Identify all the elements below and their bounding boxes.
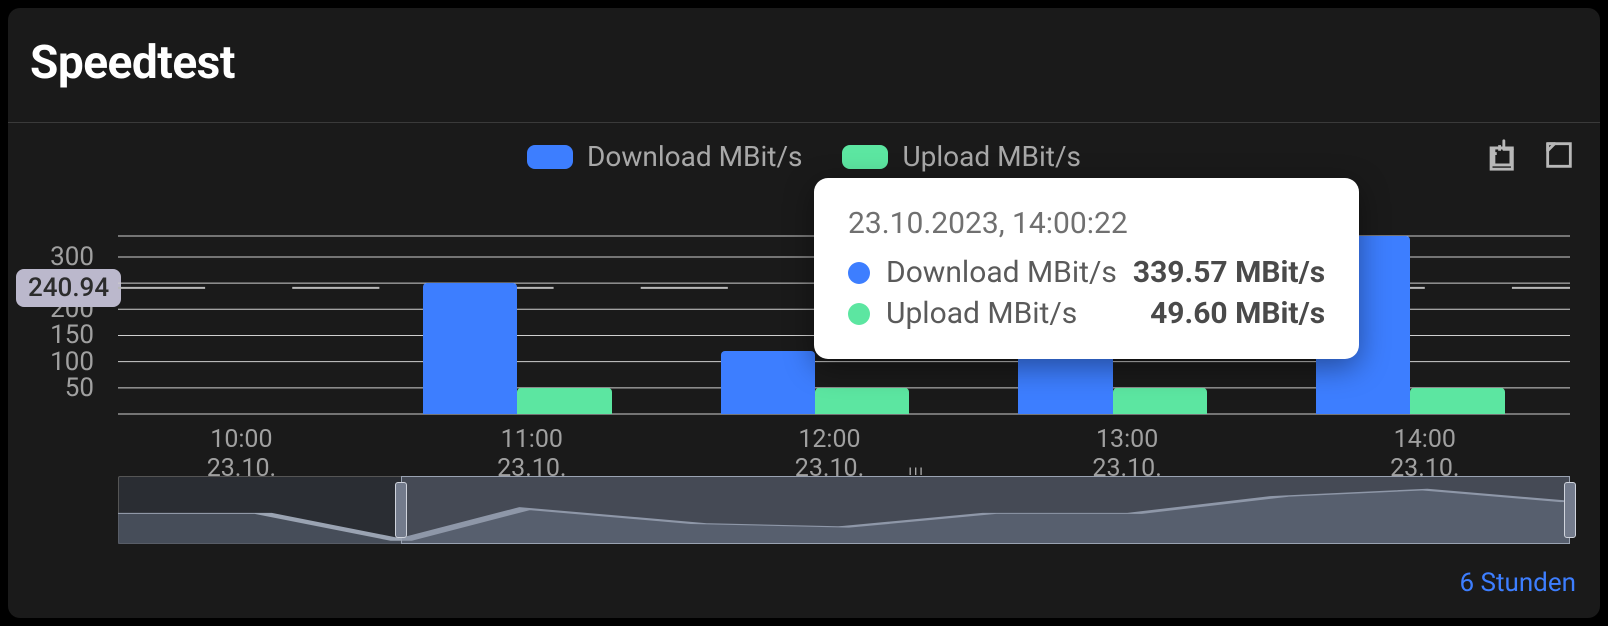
time-scrubber[interactable]: ııı <box>118 476 1570 544</box>
tooltip-timestamp: 23.10.2023, 14:00:22 <box>848 206 1325 241</box>
tooltip-value: 49.60 MBit/s <box>1150 296 1325 331</box>
tooltip-label: Upload MBit/s <box>886 296 1134 331</box>
legend-download-swatch <box>527 145 573 169</box>
x-tick-label: 11:0023.10. <box>497 426 566 484</box>
y-axis: 50100150200250300 <box>8 236 108 414</box>
marker-badge: 240.94 <box>16 269 121 307</box>
divider <box>8 122 1600 123</box>
zoom-select-icon[interactable] <box>1484 138 1518 172</box>
panel-title: Speedtest <box>30 36 235 90</box>
zoom-reset-icon[interactable] <box>1542 138 1576 172</box>
tooltip-dot <box>848 303 870 325</box>
legend-upload[interactable]: Upload MBit/s <box>842 140 1081 173</box>
legend-upload-swatch <box>842 145 888 169</box>
upload-bar[interactable] <box>1113 388 1207 414</box>
tooltip-row: Upload MBit/s 49.60 MBit/s <box>848 296 1325 331</box>
y-tick-label: 50 <box>65 373 94 403</box>
tooltip-dot <box>848 262 870 284</box>
scrubber-handle-right[interactable] <box>1564 482 1576 538</box>
scrubber-grip-icon[interactable]: ııı <box>909 463 925 479</box>
download-bar[interactable] <box>721 351 815 414</box>
x-tick-label: 14:0023.10. <box>1390 426 1459 484</box>
tooltip-value: 339.57 MBit/s <box>1133 255 1325 290</box>
x-tick-label: 10:0023.10. <box>207 426 276 484</box>
legend-download[interactable]: Download MBit/s <box>527 140 802 173</box>
speedtest-panel: Speedtest Download MBit/s Upload MBit/s … <box>8 8 1600 618</box>
scrubber-selection[interactable]: ııı <box>401 476 1570 544</box>
x-tick-label: 12:0023.10. <box>795 426 864 484</box>
x-tick-label: 13:0023.10. <box>1092 426 1161 484</box>
y-tick-label: 100 <box>50 347 94 377</box>
legend-upload-label: Upload MBit/s <box>902 140 1081 173</box>
upload-bar[interactable] <box>1410 388 1504 414</box>
upload-bar[interactable] <box>815 388 909 414</box>
chart-tooltip: 23.10.2023, 14:00:22 Download MBit/s 339… <box>814 178 1359 359</box>
upload-bar[interactable] <box>517 388 611 414</box>
y-tick-label: 150 <box>50 320 94 350</box>
chart-toolbar <box>1484 138 1576 172</box>
tooltip-row: Download MBit/s 339.57 MBit/s <box>848 255 1325 290</box>
x-axis: 10:0023.10.11:0023.10.12:0023.10.13:0023… <box>118 426 1570 476</box>
chart-legend: Download MBit/s Upload MBit/s <box>8 140 1600 173</box>
tooltip-label: Download MBit/s <box>886 255 1117 290</box>
download-bar[interactable] <box>423 283 517 414</box>
legend-download-label: Download MBit/s <box>587 140 802 173</box>
y-tick-label: 300 <box>50 242 94 272</box>
time-range-label[interactable]: 6 Stunden <box>1459 568 1576 598</box>
scrubber-handle-left[interactable] <box>395 482 407 538</box>
